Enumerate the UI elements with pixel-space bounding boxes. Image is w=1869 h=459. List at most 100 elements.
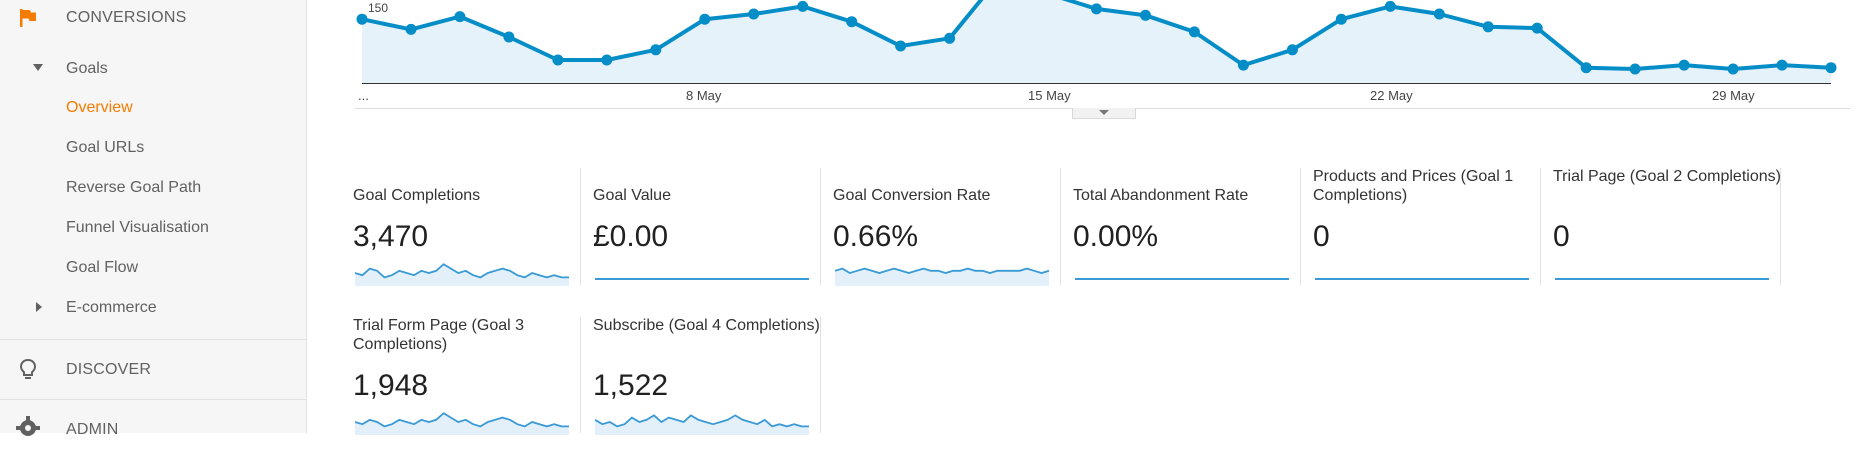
nav-goals-label: Goals [66, 60, 108, 77]
metric-name: Products and Prices (Goal 1 Completions) [1313, 168, 1514, 204]
nav-discover[interactable]: DISCOVER [0, 358, 306, 384]
metric-divider [580, 317, 581, 433]
metric-name: Subscribe (Goal 4 Completions) [593, 317, 820, 334]
lightbulb-icon [19, 358, 37, 379]
metric-name: Goal Value [593, 187, 671, 204]
chart-point[interactable] [1335, 13, 1347, 25]
chart-point[interactable] [748, 8, 760, 20]
chart-point[interactable] [503, 31, 515, 43]
chart-x-tick-label: 22 May [1370, 88, 1413, 103]
chart-point[interactable] [1140, 9, 1151, 21]
chart-y-tick-label: 150 [368, 1, 389, 15]
sidebar-divider-2 [0, 399, 306, 400]
goal-completions-chart [355, 0, 1850, 109]
sparkline-line [595, 414, 809, 428]
metric-value: 1,522 [593, 369, 669, 402]
metric-goal-2-completions[interactable]: Trial Page (Goal 2 Completions) 0 [1553, 160, 1793, 310]
nav-goal-urls[interactable]: Goal URLs [66, 139, 145, 156]
metric-sparkline [595, 414, 809, 435]
chart-point[interactable] [1286, 44, 1298, 56]
nav-conversions-label: CONVERSIONS [66, 9, 187, 26]
metric-name: Trial Form Page (Goal 3 Completions) [353, 317, 525, 353]
sparkline-line [355, 263, 569, 279]
nav-admin[interactable]: ADMIN [0, 416, 306, 442]
chart-point[interactable] [797, 0, 809, 12]
metric-value: 0.66% [833, 220, 919, 253]
metric-name: Goal Completions [353, 187, 481, 204]
sparkline-area [835, 268, 1049, 286]
sparkline-area [595, 415, 809, 435]
chart-point[interactable] [1825, 62, 1837, 74]
chart-point[interactable] [1237, 59, 1249, 71]
metric-goal-3-completions[interactable]: Trial Form Page (Goal 3 Completions) 1,9… [353, 309, 593, 459]
nav-reverse-goal-path[interactable]: Reverse Goal Path [66, 179, 202, 196]
sparkline-line [355, 412, 569, 428]
chart-point[interactable] [1433, 8, 1445, 20]
chart-resize-handle[interactable] [1072, 108, 1136, 119]
chart-point[interactable] [1629, 63, 1641, 75]
metric-sparkline [595, 278, 809, 280]
chart-point[interactable] [1188, 26, 1200, 38]
flag-icon [20, 9, 36, 27]
sidebar-divider [0, 339, 306, 340]
metric-sparkline [1315, 278, 1529, 280]
nav-goals-overview[interactable]: Overview [66, 99, 133, 116]
metric-divider [580, 168, 581, 285]
main-content: 150 ... 8 May 15 May 22 May 29 May Goal … [307, 0, 1869, 435]
chart-point[interactable] [1482, 21, 1494, 33]
caret-right-icon [36, 302, 42, 312]
caret-down-icon [33, 64, 43, 71]
chart-point[interactable] [1727, 63, 1739, 75]
metric-goal-value[interactable]: Goal Value £0.00 [593, 160, 833, 310]
metric-goal-1-completions[interactable]: Products and Prices (Goal 1 Completions)… [1313, 160, 1553, 310]
chart-x-tick-label: ... [358, 88, 369, 103]
chart-x-tick-label: 15 May [1028, 88, 1071, 103]
gear-icon [16, 416, 40, 436]
metric-divider [1300, 168, 1301, 285]
sparkline-area [355, 264, 569, 286]
chart-point[interactable] [552, 54, 564, 66]
chart-point[interactable] [1776, 59, 1788, 71]
chart-point[interactable] [944, 32, 956, 44]
nav-conversions[interactable]: CONVERSIONS [0, 8, 306, 32]
sparkline-area [355, 413, 569, 435]
metric-goal-4-completions[interactable]: Subscribe (Goal 4 Completions) 1,522 [593, 309, 833, 459]
chart-point[interactable] [1580, 62, 1592, 74]
metric-name: Goal Conversion Rate [833, 187, 991, 204]
metric-value: 0 [1313, 220, 1330, 253]
chart-point[interactable] [1384, 0, 1396, 12]
metric-goal-conversion-rate[interactable]: Goal Conversion Rate 0.66% [833, 160, 1073, 310]
metric-value: £0.00 [593, 220, 669, 253]
chart-point[interactable] [1091, 3, 1102, 15]
chart-point[interactable] [454, 11, 466, 23]
metric-value: 0 [1553, 220, 1570, 253]
metric-value: 3,470 [353, 220, 429, 253]
chart-point[interactable] [1678, 59, 1690, 71]
metric-goal-completions[interactable]: Goal Completions 3,470 [353, 160, 593, 310]
nav-admin-label: ADMIN [66, 421, 119, 438]
sidebar: CONVERSIONS Goals Overview Goal URLs Rev… [0, 0, 307, 438]
nav-ecommerce[interactable]: E-commerce [0, 298, 306, 320]
chart-point[interactable] [405, 23, 417, 35]
sparkline-line [835, 267, 1049, 274]
chart-point[interactable] [650, 44, 662, 56]
metric-divider [820, 317, 821, 433]
chevron-down-icon [1099, 110, 1109, 115]
chart-point[interactable] [1531, 22, 1543, 34]
metric-name: Total Abandonment Rate [1073, 187, 1249, 204]
chart-point[interactable] [356, 13, 368, 25]
chart-point[interactable] [699, 13, 711, 25]
metric-divider [820, 168, 821, 285]
metric-sparkline [1555, 278, 1769, 280]
nav-goals[interactable]: Goals [0, 58, 306, 80]
metric-sparkline [355, 412, 569, 435]
metric-total-abandonment-rate[interactable]: Total Abandonment Rate 0.00% [1073, 160, 1313, 310]
chart-point[interactable] [846, 16, 858, 28]
chart-point[interactable] [601, 54, 613, 66]
nav-ecommerce-label: E-commerce [66, 299, 157, 316]
chart-point[interactable] [895, 40, 907, 52]
nav-discover-label: DISCOVER [66, 361, 152, 378]
nav-funnel-visualisation[interactable]: Funnel Visualisation [66, 219, 209, 236]
metric-divider [1780, 168, 1781, 285]
nav-goal-flow[interactable]: Goal Flow [66, 259, 139, 276]
